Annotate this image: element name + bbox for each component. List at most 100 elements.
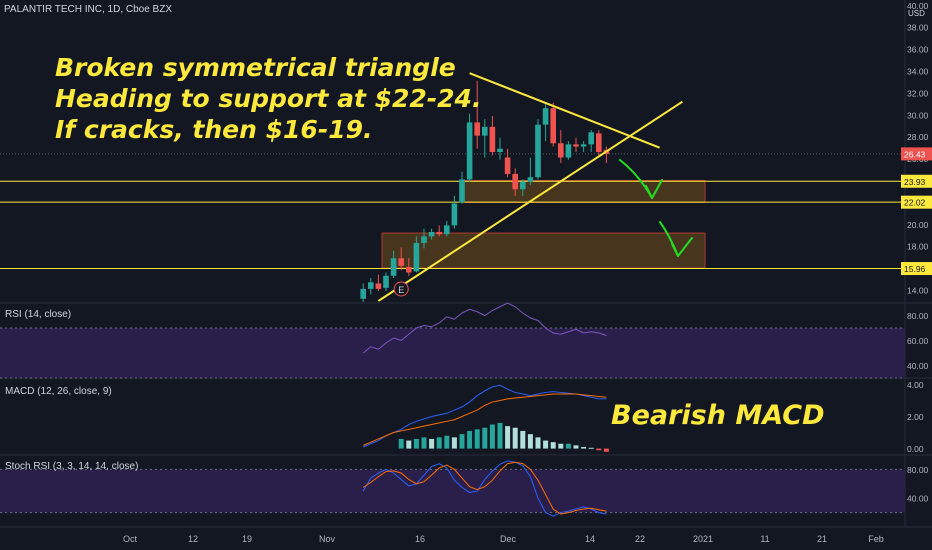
candle-body xyxy=(573,144,579,147)
time-axis-tick: 21 xyxy=(817,534,827,544)
macd-histogram-bar xyxy=(505,426,511,449)
macd-axis-tick: 4.00 xyxy=(907,380,924,390)
rsi-legend[interactable]: RSI (14, close) xyxy=(5,309,72,320)
macd-axis-tick: 2.00 xyxy=(907,412,924,422)
price-axis-tick: 32.00 xyxy=(907,88,929,98)
candle-body xyxy=(504,157,511,174)
stoch-band xyxy=(0,469,905,513)
time-axis-tick: 14 xyxy=(585,534,595,544)
candle-body xyxy=(413,242,420,272)
macd-histogram-bar xyxy=(512,427,518,449)
macd-histogram-bar xyxy=(482,427,488,449)
macd-histogram-bar xyxy=(573,445,579,449)
candle-body xyxy=(444,225,450,235)
down-arrow-icon xyxy=(659,221,693,257)
candle-body xyxy=(558,143,564,158)
candle-body xyxy=(459,179,465,203)
chart-title: PALANTIR TECH INC, 1D, Cboe BZX xyxy=(4,4,173,15)
price-label-box xyxy=(901,262,932,276)
price-axis-tick: 40.00 xyxy=(907,1,929,11)
triangle-trendline xyxy=(377,100,683,302)
macd-histogram-bar xyxy=(444,435,450,449)
rsi-line xyxy=(362,302,607,354)
candle-body xyxy=(466,122,473,180)
macd-line xyxy=(363,384,607,448)
macd-histogram-bar xyxy=(603,448,609,452)
triangle-trendline xyxy=(469,72,660,149)
rsi-axis-tick: 80.00 xyxy=(907,311,929,321)
macd-histogram-bar xyxy=(489,424,495,449)
candle-body xyxy=(535,124,541,178)
price-axis-tick: 34.00 xyxy=(907,67,929,77)
macd-signal-line xyxy=(363,393,607,446)
annotation-line-1: Broken symmetrical triangle xyxy=(55,53,456,82)
macd-histogram-bar xyxy=(398,438,404,449)
candle-body xyxy=(489,126,496,153)
price-label: 15.96 xyxy=(904,264,926,274)
price-label: 26.43 xyxy=(904,149,926,159)
macd-histogram-bar xyxy=(451,437,457,449)
macd-legend[interactable]: MACD (12, 26, close, 9) xyxy=(5,386,112,397)
stoch-axis-tick: 80.00 xyxy=(907,465,929,475)
price-label: 22.02 xyxy=(904,198,926,208)
rsi-axis-tick: 60.00 xyxy=(907,336,929,346)
candle-body xyxy=(474,122,480,136)
price-axis-tick: 18.00 xyxy=(907,242,929,252)
macd-histogram-bar xyxy=(543,440,549,449)
macd-histogram-bar xyxy=(535,437,541,449)
macd-histogram-bar xyxy=(558,443,564,449)
annotation-note: Broken symmetrical triangle Heading to s… xyxy=(55,52,481,145)
candle-body xyxy=(383,275,389,288)
candle-body xyxy=(451,203,458,226)
rsi-axis-tick: 40.00 xyxy=(907,361,929,371)
stoch-k-line xyxy=(362,460,607,517)
macd-histogram-bar xyxy=(474,429,480,449)
time-axis-tick: 19 xyxy=(242,534,252,544)
time-axis-tick: Dec xyxy=(500,534,517,544)
time-axis-tick: Feb xyxy=(868,534,884,544)
support-zone-22-24 xyxy=(461,180,706,203)
price-axis-tick: 30.00 xyxy=(907,110,929,120)
macd-axis-tick: 0.00 xyxy=(907,444,924,454)
price-label: 23.93 xyxy=(904,177,926,187)
time-axis-tick: 22 xyxy=(635,534,645,544)
price-axis-tick: 28.00 xyxy=(907,132,929,142)
macd-histogram-bar xyxy=(436,437,442,449)
candle-body xyxy=(428,231,435,237)
macd-histogram-bar xyxy=(421,437,427,449)
macd-histogram-bar xyxy=(588,447,594,449)
stoch-d-line xyxy=(362,461,607,515)
stoch-rsi-legend[interactable]: Stoch RSI (3, 3, 14, 14, close) xyxy=(5,461,139,472)
candle-body xyxy=(421,236,427,243)
candle-body xyxy=(520,181,526,190)
candle-body xyxy=(406,267,412,273)
candle-body xyxy=(482,126,488,136)
price-label-box xyxy=(901,147,932,161)
support-zone-16-19 xyxy=(381,232,706,269)
currency-label: USD xyxy=(908,9,925,18)
price-axis-tick: 36.00 xyxy=(907,45,929,55)
candle-body xyxy=(360,288,366,299)
price-axis-tick: 14.00 xyxy=(907,286,929,296)
candle-body xyxy=(588,132,594,145)
candle-body xyxy=(368,282,374,289)
time-axis-tick: 11 xyxy=(760,534,769,544)
macd-annotation: Bearish MACD xyxy=(611,400,825,431)
macd-histogram-bar xyxy=(406,440,412,449)
candle-body xyxy=(550,108,556,144)
time-axis-tick: 2021 xyxy=(693,534,713,544)
annotation-line-3: If cracks, then $16-19. xyxy=(55,115,373,144)
macd-histogram-bar xyxy=(527,434,533,449)
time-axis-tick: Nov xyxy=(319,534,336,544)
candle-body xyxy=(390,258,397,276)
macd-histogram-bar xyxy=(429,438,435,449)
stoch-axis-tick: 40.00 xyxy=(907,494,929,504)
candle-body xyxy=(512,173,518,190)
price-axis-tick: 20.00 xyxy=(907,220,929,230)
candle-body xyxy=(580,144,587,147)
macd-histogram-bar xyxy=(550,442,556,449)
candle-body xyxy=(497,148,503,153)
down-arrow-icon xyxy=(619,159,663,199)
macd-histogram-bar xyxy=(596,448,602,451)
